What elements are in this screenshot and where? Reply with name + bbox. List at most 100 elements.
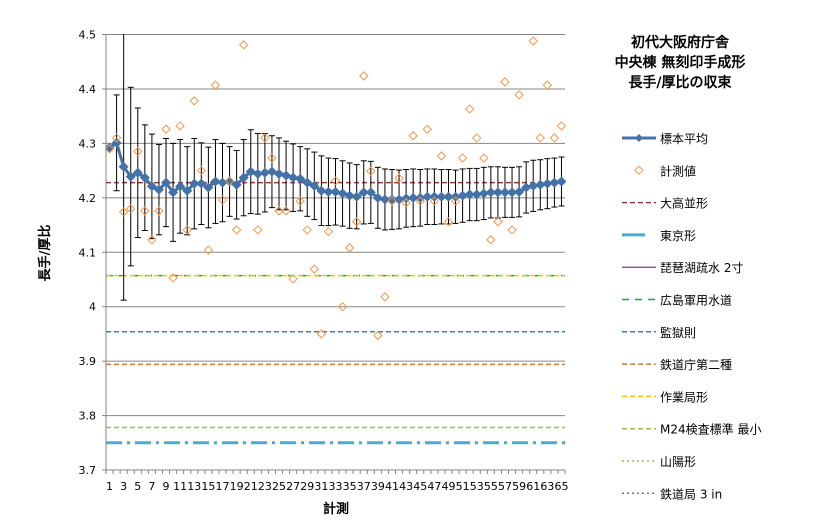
measured-point [351,217,362,227]
chart-title-line-1: 初代大阪府庁舎 [631,34,730,51]
measured-point [408,131,418,141]
mean-point [189,178,200,189]
y-tick-label: 3.9 [79,355,97,368]
measured-point [450,196,461,206]
mean-point [507,187,518,198]
x-tick-label: 5 [134,480,141,493]
measured-point [168,273,178,283]
mean-point [436,191,447,202]
x-tick-label: 19 [230,480,244,493]
y-tick-label: 4.1 [79,246,97,259]
measured-point [147,235,157,245]
measured-point [309,264,320,274]
sample-mean-series [106,137,566,205]
mean-point [146,181,157,192]
x-tick-label: 39 [371,480,385,493]
legend-marker [634,165,644,176]
mean-point [330,186,341,197]
mean-point [106,142,115,153]
x-tick-label: 27 [286,480,300,493]
y-tick-label: 4 [89,301,96,314]
mean-point [316,185,327,196]
x-tick-label: 29 [300,480,314,493]
mean-point [118,161,129,172]
legend-item: 標本平均 [622,132,708,146]
mean-point [238,172,249,183]
legend-label: 標本平均 [660,132,708,146]
legend-label: 計測値 [660,163,696,178]
mean-point [485,187,496,198]
legend-label: 作業局形 [660,390,708,404]
reference-lines [106,181,565,445]
measured-point [111,133,122,143]
mean-point [351,191,362,202]
measured-point [295,196,305,206]
x-axis-title: 計測 [323,501,349,517]
legend-label: 広島軍用水道 [660,293,732,308]
legend-item: M24検査標準 最小 [622,422,761,437]
mean-point [196,178,207,189]
mean-point [259,167,270,178]
measured-point [161,124,171,134]
x-tick-label: 59 [512,480,526,493]
legend-item: 鉄道局 3 in [622,486,722,501]
mean-point [422,191,433,202]
measured-point [231,225,242,235]
mean-point [408,192,419,203]
measured-point [247,20,255,28]
x-tick-label: 15 [201,480,215,493]
x-tick-label: 45 [413,480,427,493]
measured-point [493,217,503,227]
measured-point [196,165,207,176]
measured-point [387,196,397,206]
legend-item: 広島軍用水道 [622,293,732,308]
measured-point [359,71,369,81]
measured-point [415,196,425,206]
mean-point [379,194,390,205]
measured-point [288,274,298,284]
legend-label: 東京形 [660,229,696,243]
x-tick-label: 41 [385,480,399,493]
measured-point [422,124,433,134]
measured-point [203,245,214,255]
legend-label: 鉄道局 3 in [660,486,722,501]
mean-point [161,177,172,188]
measured-point [344,243,355,253]
x-tick-label: 43 [399,480,413,493]
legend-label: 鉄道庁第二種 [660,357,732,372]
measured-point [486,235,496,245]
measured-point [224,176,235,186]
mean-point [556,176,566,187]
x-tick-label: 61 [526,480,540,493]
measured-point [267,153,277,163]
x-tick-label: 55 [484,480,498,493]
legend-item: 山陽形 [622,455,696,469]
x-tick-label: 3 [120,480,127,493]
x-tick-label: 47 [427,480,441,493]
gridlines [102,34,565,471]
measured-point [549,133,560,143]
mean-point [132,167,143,178]
legend-label: 琵琶湖疏水 2寸 [660,260,743,275]
mean-point [323,186,334,197]
x-tick-label: 21 [244,480,258,493]
legend-item: 大高並形 [622,196,708,211]
measured-point [366,166,376,176]
measured-point [106,144,115,154]
y-tick-label: 4.5 [79,29,97,42]
x-tick-label: 23 [258,480,272,493]
measured-point [133,146,143,157]
mean-point [415,192,426,203]
measured-point [253,225,263,235]
chart-title-line-3: 長手/厚比の収束 [628,74,732,91]
mean-point [394,194,405,205]
error-bars [113,34,565,301]
chart-title-line-2: 中央棟 無刻印手成形 [615,54,746,71]
y-tick-label: 4.2 [79,192,97,205]
axes [105,34,566,474]
measured-point [330,176,341,186]
mean-point [252,168,263,179]
legend-item: 作業局形 [622,390,708,404]
